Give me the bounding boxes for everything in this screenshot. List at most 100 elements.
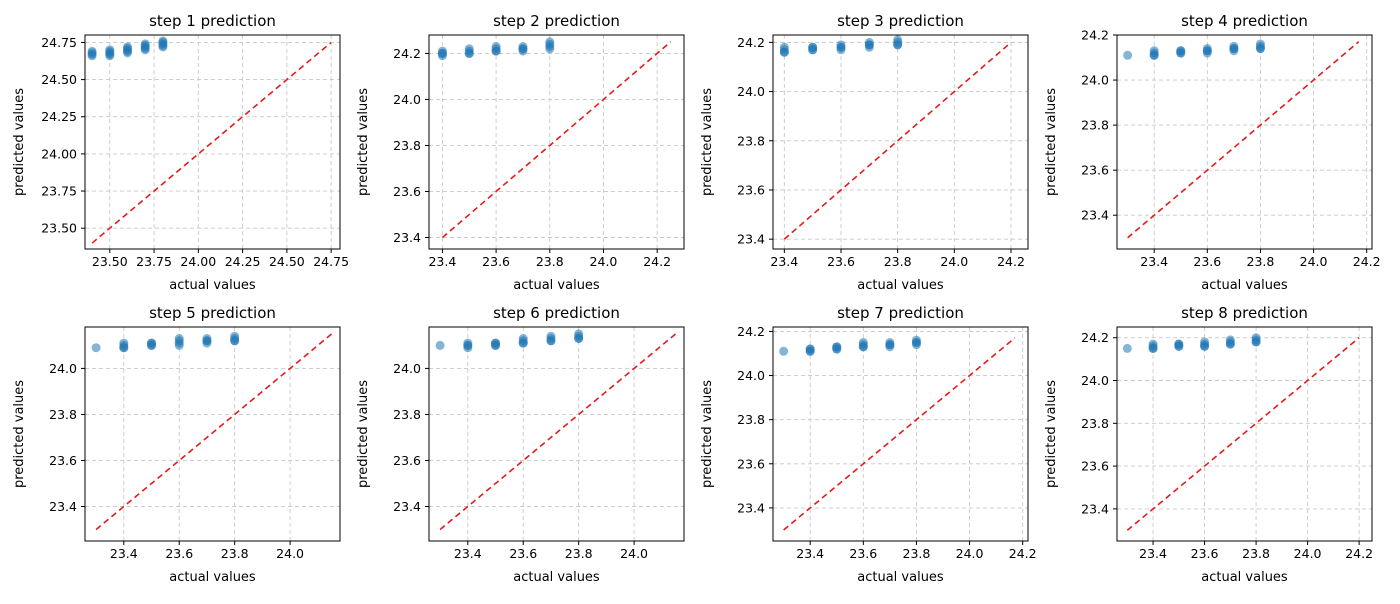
data-point (119, 343, 129, 353)
data-point (805, 344, 815, 354)
y-tick-label: 23.4 (393, 230, 421, 245)
data-point (858, 342, 868, 352)
subplot-4: 23.4 23.6 23.8 24.0 24.2 23.4 23.6 23.8 24.0 24.2… (1044, 12, 1381, 293)
y-tick-label: 23.8 (1081, 118, 1109, 133)
data-point (1122, 343, 1132, 353)
x-tick-label: 23.6 (1193, 254, 1221, 269)
x-tick-label: 24.0 (590, 254, 618, 269)
x-tick-label: 24.2 (1345, 546, 1373, 561)
y-tick-label: 24.25 (41, 109, 77, 124)
y-tick-label: 24.2 (737, 324, 765, 339)
y-tick-label: 24.0 (737, 84, 765, 99)
data-point (1202, 46, 1212, 56)
x-tick-label: 23.4 (796, 546, 824, 561)
y-tick-label: 24.2 (1081, 28, 1109, 43)
x-tick-label: 24.75 (313, 254, 349, 269)
x-tick-label: 24.0 (940, 254, 968, 269)
y-tick-label: 23.6 (49, 453, 77, 468)
y-axis-label: predicted values (1044, 380, 1059, 488)
reference-line (1127, 41, 1360, 239)
axes-frame (428, 326, 685, 542)
reference-line (439, 333, 677, 531)
x-tick-label: 23.4 (770, 254, 798, 269)
x-axis-label: actual values (1201, 570, 1288, 585)
y-tick-label: 23.4 (49, 499, 77, 514)
data-point (518, 44, 528, 54)
x-tick-label: 24.2 (1009, 546, 1037, 561)
reference-line (441, 41, 672, 239)
reference-line (95, 333, 333, 531)
y-tick-label: 24.50 (41, 72, 77, 87)
axes-frame (84, 34, 341, 250)
y-axis-label: predicted values (356, 88, 371, 196)
x-tick-label: 23.4 (110, 546, 138, 561)
y-tick-label: 24.0 (737, 368, 765, 383)
data-point (463, 340, 473, 350)
data-point (545, 37, 555, 47)
subplot-1: 23.50 23.75 24.00 24.25 24.50 24.75 23.50 23.75… (12, 12, 349, 293)
y-axis-label: predicted values (1044, 88, 1059, 196)
data-point (832, 342, 842, 352)
data-point (885, 340, 895, 350)
y-tick-label: 24.0 (49, 361, 77, 376)
data-point (1225, 339, 1235, 349)
axes-frame (84, 326, 341, 542)
x-tick-label: 23.8 (884, 254, 912, 269)
y-tick-label: 23.4 (1081, 501, 1109, 516)
y-tick-label: 24.2 (1081, 330, 1109, 345)
data-point (174, 334, 184, 344)
data-point (123, 48, 132, 58)
data-point (779, 47, 789, 57)
data-point (87, 51, 97, 61)
x-tick-label: 23.8 (536, 254, 564, 269)
y-tick-label: 24.2 (393, 46, 421, 61)
y-axis-label: predicted values (700, 88, 715, 196)
y-tick-label: 24.75 (41, 35, 77, 50)
x-tick-label: 23.50 (92, 254, 128, 269)
x-axis-label: actual values (169, 570, 256, 585)
reference-line (91, 41, 332, 244)
data-point (518, 338, 528, 348)
x-tick-label: 23.8 (1247, 254, 1275, 269)
x-tick-label: 24.2 (643, 254, 671, 269)
x-tick-label: 23.6 (509, 546, 537, 561)
data-point (230, 336, 240, 346)
data-point (779, 346, 789, 356)
data-point (911, 337, 921, 347)
axes-frame (772, 34, 1029, 250)
x-tick-label: 23.8 (565, 546, 593, 561)
y-tick-label: 23.6 (737, 456, 765, 471)
y-tick-label: 23.8 (1081, 416, 1109, 431)
data-point (574, 334, 584, 344)
subplot-2: 23.4 23.6 23.8 24.0 24.2 23.4 23.6 23.8 24.0 24.2… (356, 12, 685, 293)
subplot-7: 23.4 23.6 23.8 24.0 24.2 23.4 23.6 23.8 24.0 24.2… (700, 304, 1037, 585)
data-point (893, 40, 903, 50)
subplot-title: step 2 prediction (493, 12, 620, 30)
data-point (546, 336, 556, 346)
x-tick-label: 24.2 (1353, 254, 1381, 269)
y-tick-label: 23.8 (49, 407, 77, 422)
x-axis-label: actual values (513, 570, 600, 585)
y-tick-label: 23.75 (41, 184, 77, 199)
data-point (140, 39, 150, 49)
y-tick-label: 24.0 (1081, 73, 1109, 88)
x-tick-label: 24.0 (1300, 254, 1328, 269)
data-point (435, 340, 445, 350)
x-tick-label: 24.0 (1294, 546, 1322, 561)
x-axis-label: actual values (857, 570, 944, 585)
y-tick-label: 23.6 (737, 182, 765, 197)
data-point (491, 340, 501, 350)
data-point (1149, 50, 1159, 60)
data-point (202, 336, 212, 346)
data-point (808, 42, 818, 52)
subplot-6: 23.4 23.6 23.8 24.0 23.4 23.6 23.8 24.0 step 6 p… (356, 304, 685, 585)
subplot-title: step 8 prediction (1181, 304, 1308, 322)
x-tick-label: 23.75 (136, 254, 172, 269)
data-point (1174, 339, 1184, 349)
x-tick-label: 24.00 (180, 254, 216, 269)
x-axis-label: actual values (1201, 278, 1288, 293)
y-axis-label: predicted values (12, 380, 27, 488)
x-tick-label: 23.6 (827, 254, 855, 269)
